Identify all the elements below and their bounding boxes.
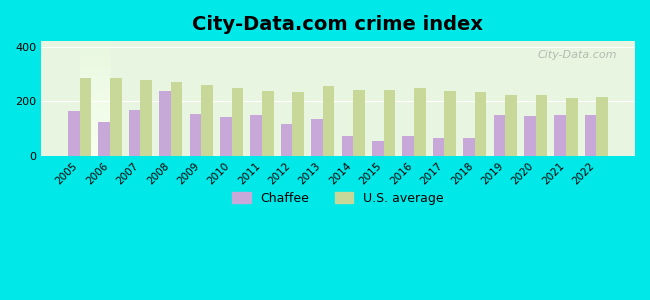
Bar [353, 90, 365, 156]
Bar [281, 124, 292, 156]
Bar [98, 122, 110, 156]
Bar [110, 78, 122, 156]
Legend: Chaffee, U.S. average: Chaffee, U.S. average [227, 187, 449, 210]
Bar [597, 97, 608, 156]
Bar [292, 92, 304, 156]
Bar [250, 115, 262, 156]
Bar [414, 88, 426, 156]
Bar [220, 117, 231, 156]
Text: City-Data.com: City-Data.com [538, 50, 618, 60]
Bar [585, 115, 597, 156]
Bar [159, 91, 171, 156]
Bar [433, 137, 445, 156]
Bar [566, 98, 578, 156]
Bar [323, 86, 334, 156]
Bar [140, 80, 152, 156]
Bar [201, 85, 213, 156]
Bar [445, 91, 456, 156]
Bar [190, 114, 201, 156]
Bar [463, 137, 474, 156]
Bar [474, 92, 486, 156]
Bar [342, 136, 353, 156]
Bar [536, 95, 547, 156]
Bar [384, 90, 395, 156]
Bar [231, 88, 243, 156]
Bar [372, 141, 383, 156]
Bar [402, 136, 414, 156]
Bar [129, 110, 140, 156]
Bar [493, 115, 505, 156]
Bar [262, 91, 274, 156]
Bar [554, 115, 566, 156]
Bar [171, 82, 182, 156]
Bar [505, 94, 517, 156]
Bar [79, 78, 91, 156]
Title: City-Data.com crime index: City-Data.com crime index [192, 15, 484, 34]
Bar [524, 116, 536, 156]
Bar [68, 111, 79, 156]
Bar [311, 119, 323, 156]
